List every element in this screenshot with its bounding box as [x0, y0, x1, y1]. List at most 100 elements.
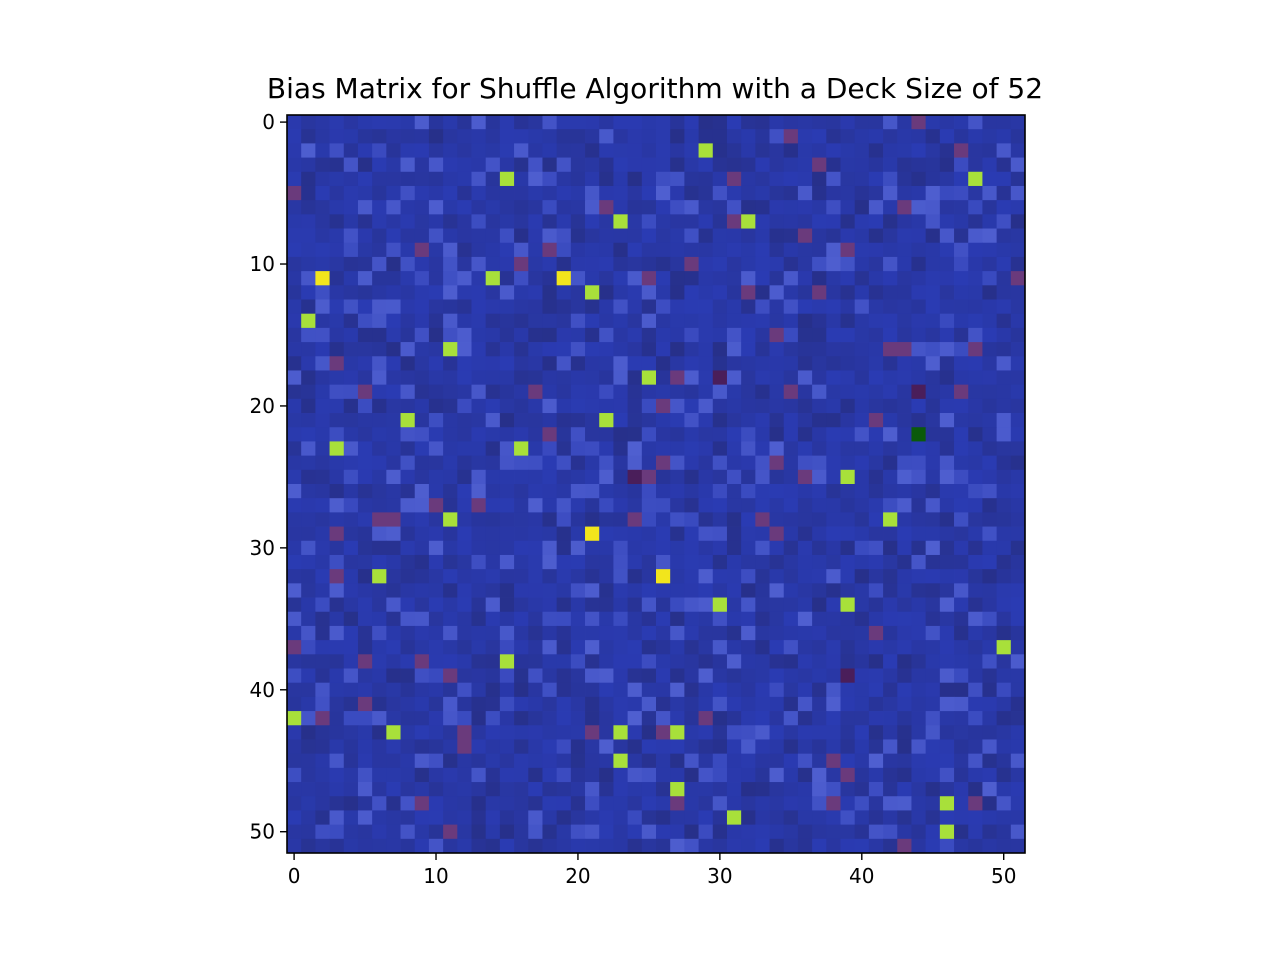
heatmap-cell [627, 200, 643, 215]
heatmap-cell [854, 824, 870, 840]
heatmap-cell [939, 342, 955, 357]
heatmap-cell [925, 554, 941, 570]
heatmap-cell [741, 285, 756, 300]
heatmap-cell [769, 271, 785, 286]
heatmap-cell [968, 342, 983, 357]
heatmap-cell [315, 115, 330, 130]
heatmap-cell [656, 767, 671, 783]
heatmap-cell [883, 157, 898, 173]
heatmap-cell [528, 682, 543, 698]
heatmap-cell [797, 569, 813, 584]
heatmap-cell [528, 285, 543, 300]
x-axis: 0 10 20 30 40 50 [288, 853, 1016, 888]
heatmap-cell [812, 554, 827, 570]
heatmap-cell [797, 285, 813, 300]
heatmap-cell [386, 796, 401, 811]
heatmap-cell [812, 214, 827, 229]
heatmap-cell [783, 384, 799, 400]
heatmap-cell [627, 838, 643, 854]
heatmap-cell [627, 583, 643, 598]
heatmap-cell [471, 469, 487, 485]
heatmap-cell [542, 668, 558, 684]
heatmap-cell [627, 484, 643, 499]
heatmap-cell [585, 569, 600, 584]
heatmap-cell [443, 611, 458, 627]
heatmap-cell [741, 668, 756, 684]
heatmap-cell [542, 625, 558, 641]
heatmap-cell [613, 398, 629, 414]
heatmap-cell [499, 484, 515, 499]
heatmap-cell [797, 554, 813, 570]
heatmap-cell [329, 342, 345, 357]
heatmap-cell [414, 129, 430, 144]
heatmap-cell [996, 569, 1012, 584]
heatmap-cell [712, 597, 728, 613]
heatmap-cell [428, 285, 444, 300]
heatmap-cell [755, 498, 770, 513]
heatmap-cell [542, 711, 558, 726]
heatmap-cell [641, 554, 657, 570]
heatmap-cell [656, 299, 671, 315]
heatmap-cell [457, 611, 472, 627]
heatmap-cell [386, 782, 401, 797]
heatmap-cell [925, 611, 941, 627]
heatmap-cell [329, 824, 345, 840]
heatmap-cell [726, 739, 742, 755]
heatmap-cell [599, 654, 614, 669]
heatmap-cell [954, 711, 969, 726]
heatmap-cell [698, 285, 714, 300]
heatmap-cell [627, 384, 643, 400]
heatmap-cell [400, 143, 416, 158]
heatmap-cell [656, 115, 671, 130]
heatmap-cell [627, 441, 643, 457]
heatmap-cell [996, 469, 1012, 485]
heatmap-cell [343, 129, 359, 144]
heatmap-cell [854, 725, 870, 740]
heatmap-cell [613, 370, 629, 386]
heatmap-cell [726, 498, 742, 513]
heatmap-cell [939, 242, 955, 258]
heatmap-cell [627, 185, 643, 201]
heatmap-cell [996, 512, 1012, 527]
heatmap-cell [1010, 611, 1026, 627]
heatmap-cell [315, 767, 330, 783]
heatmap-cell [443, 185, 458, 201]
heatmap-cell [656, 597, 671, 613]
heatmap-cell [542, 540, 558, 556]
heatmap-cell [982, 143, 998, 158]
heatmap-cell [613, 682, 629, 698]
heatmap-cell [627, 313, 643, 329]
heatmap-cell [769, 725, 785, 740]
heatmap-cell [883, 413, 898, 428]
heatmap-cell [570, 413, 586, 428]
heatmap-cell [982, 597, 998, 613]
heatmap-cell [684, 271, 699, 286]
heatmap-cell [670, 441, 685, 457]
heatmap-cell [428, 313, 444, 329]
heatmap-cell [556, 384, 572, 400]
heatmap-cell [670, 228, 685, 244]
heatmap-cell [741, 427, 756, 442]
heatmap-cell [428, 484, 444, 499]
heatmap-cell [1010, 725, 1026, 740]
heatmap-cell [812, 441, 827, 457]
heatmap-cell [542, 654, 558, 669]
heatmap-cell [670, 625, 685, 641]
heatmap-cell [343, 824, 359, 840]
heatmap-cells [287, 115, 1026, 854]
heatmap-cell [684, 214, 699, 229]
heatmap-cell [641, 512, 657, 527]
heatmap-cell [897, 611, 912, 627]
heatmap-cell [287, 796, 302, 811]
heatmap-cell [428, 441, 444, 457]
heatmap-cell [542, 682, 558, 698]
heatmap-cell [968, 810, 983, 826]
heatmap-cell [471, 484, 487, 499]
heatmap-cell [897, 143, 912, 158]
heatmap-cell [840, 256, 856, 272]
heatmap-cell [1010, 214, 1026, 229]
heatmap-cell [797, 342, 813, 357]
heatmap-cell [457, 838, 472, 854]
heatmap-cell [769, 540, 785, 556]
heatmap-cell [443, 739, 458, 755]
